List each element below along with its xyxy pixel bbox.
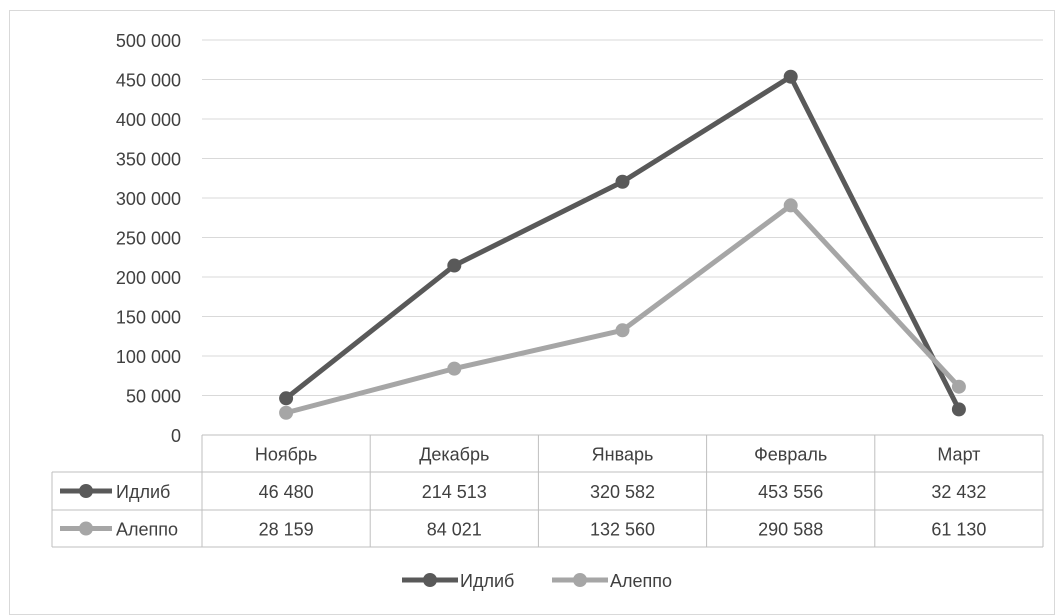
series-lines <box>279 69 966 420</box>
x-category-label: Март <box>937 445 980 465</box>
data-point <box>279 391 294 406</box>
table-data-cell: 453 556 <box>758 482 823 502</box>
x-category-label: Ноябрь <box>255 445 317 465</box>
legend-key-marker <box>573 573 587 587</box>
y-tick-label: 400 000 <box>116 110 181 130</box>
legend-label: Идлиб <box>460 571 514 591</box>
data-point <box>783 69 798 84</box>
table-data-cell: 61 130 <box>931 520 986 540</box>
data-point <box>951 379 966 394</box>
y-tick-label: 250 000 <box>116 229 181 249</box>
table-data-cell: 320 582 <box>590 482 655 502</box>
data-point <box>447 258 462 273</box>
table-series-name: Идлиб <box>116 482 170 502</box>
data-point <box>615 174 630 189</box>
table-series-key-marker <box>79 484 93 498</box>
data-table: Ноябрь Декабрь Январь Февраль Март Идлиб 46 48… <box>51 434 1044 548</box>
table-data-cell: 132 560 <box>590 520 655 540</box>
y-tick-label: 0 <box>171 426 181 446</box>
table-data-cell: 290 588 <box>758 520 823 540</box>
y-tick-label: 50 000 <box>126 387 181 407</box>
series-line <box>283 74 962 412</box>
y-tick-label: 300 000 <box>116 189 181 209</box>
legend: Идлиб Алеппо <box>402 571 672 591</box>
y-axis-tick-labels: 0 50 000 100 000 150 000 200 000 250 000 300 0… <box>116 31 181 446</box>
chart-frame <box>9 10 1055 615</box>
table-series-name: Алеппо <box>116 520 178 540</box>
series-line <box>283 202 962 416</box>
y-tick-label: 450 000 <box>116 71 181 91</box>
table-data-cell: 28 159 <box>259 520 314 540</box>
table-data-cell: 46 480 <box>259 482 314 502</box>
table-data-cell: 84 021 <box>427 520 482 540</box>
y-tick-label: 200 000 <box>116 268 181 288</box>
data-point <box>951 402 966 417</box>
y-tick-label: 350 000 <box>116 150 181 170</box>
legend-key-marker <box>423 573 437 587</box>
x-category-label: Январь <box>592 445 654 465</box>
data-point <box>279 405 294 420</box>
table-data-cell: 32 432 <box>931 482 986 502</box>
y-tick-label: 100 000 <box>116 347 181 367</box>
table-data-cell: 214 513 <box>422 482 487 502</box>
y-tick-label: 500 000 <box>116 31 181 51</box>
y-tick-label: 150 000 <box>116 308 181 328</box>
x-category-label: Февраль <box>754 445 827 465</box>
x-category-label: Декабрь <box>419 445 489 465</box>
data-point <box>615 323 630 338</box>
data-point <box>783 198 798 213</box>
legend-label: Алеппо <box>610 571 672 591</box>
data-point <box>447 361 462 376</box>
table-series-key-marker <box>79 521 93 536</box>
